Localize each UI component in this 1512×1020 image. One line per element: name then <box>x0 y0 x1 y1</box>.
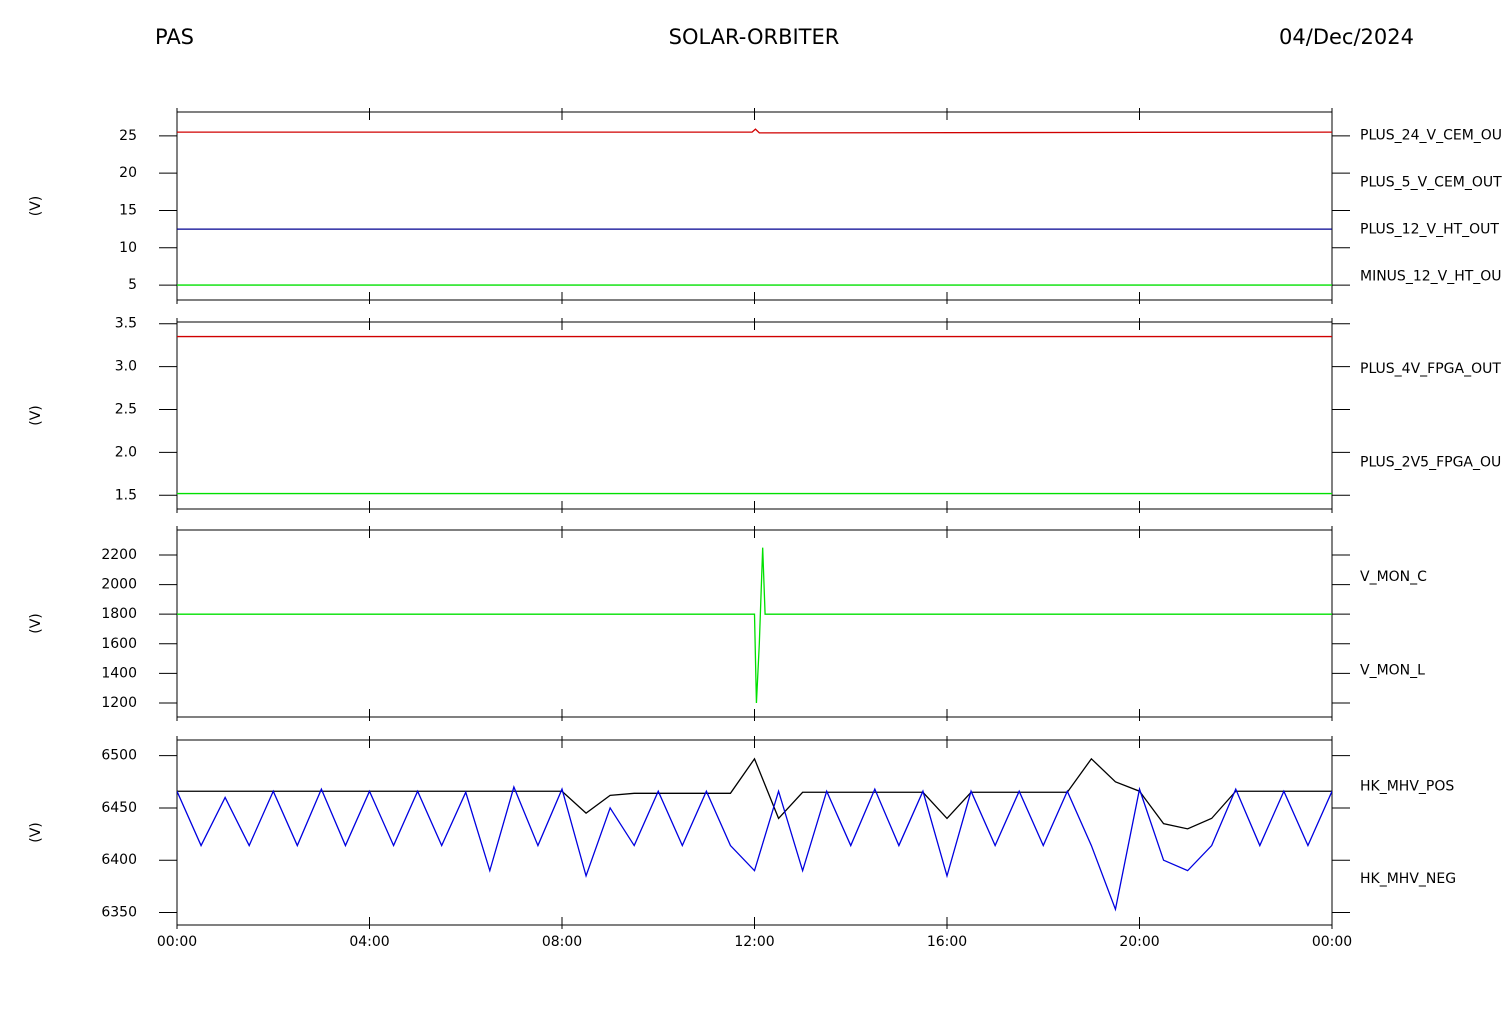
y-tick-label: 1600 <box>101 636 137 652</box>
x-tick-label: 08:00 <box>542 934 582 950</box>
y-axis-label: (V) <box>28 196 44 217</box>
legend-label: MINUS_12_V_HT_OU <box>1360 269 1502 285</box>
plot-area <box>177 547 1332 703</box>
plot-frame <box>176 111 1333 301</box>
plot-area <box>177 757 1332 912</box>
y-tick-label: 1400 <box>101 665 137 681</box>
legend-label: PLUS_5_V_CEM_OUT <box>1360 175 1502 191</box>
y-tick-label: 2.5 <box>115 401 137 417</box>
y-tick-label: 6400 <box>101 852 137 868</box>
x-tick-label: 16:00 <box>927 934 967 950</box>
legend-label: V_MON_L <box>1360 662 1425 678</box>
legend-label: PLUS_24_V_CEM_OU <box>1360 128 1502 144</box>
y-tick-label: 2200 <box>101 547 137 563</box>
y-tick-label: 6350 <box>101 904 137 920</box>
header-center: SOLAR-ORBITER <box>669 25 840 49</box>
series-line <box>177 757 1332 830</box>
header-left: PAS <box>155 25 194 49</box>
y-tick-label: 2.0 <box>115 444 137 460</box>
series-line <box>177 785 1332 912</box>
header-right: 04/Dec/2024 <box>1279 25 1414 49</box>
plot-area <box>177 128 1332 286</box>
series-line <box>177 128 1332 134</box>
y-tick-label: 1.5 <box>115 487 137 503</box>
legend-label: PLUS_4V_FPGA_OUT <box>1360 361 1501 377</box>
y-axis-label: (V) <box>28 613 44 634</box>
y-tick-label: 2000 <box>101 577 137 593</box>
plot-area <box>177 335 1332 495</box>
x-tick-label: 00:00 <box>1312 934 1352 950</box>
x-tick-label: 20:00 <box>1119 934 1159 950</box>
legend-label: V_MON_C <box>1360 569 1427 585</box>
y-tick-label: 6450 <box>101 800 137 816</box>
y-tick-label: 10 <box>119 240 137 256</box>
x-tick-label: 04:00 <box>349 934 389 950</box>
legend-label: HK_MHV_POS <box>1360 778 1454 794</box>
y-tick-label: 1800 <box>101 606 137 622</box>
y-tick-label: 6500 <box>101 748 137 764</box>
y-axis-label: (V) <box>28 822 44 843</box>
y-axis-label: (V) <box>28 405 44 426</box>
y-tick-label: 15 <box>119 202 137 218</box>
y-tick-label: 1200 <box>101 695 137 711</box>
y-tick-label: 3.0 <box>115 359 137 375</box>
x-tick-label: 12:00 <box>734 934 774 950</box>
y-tick-label: 25 <box>119 128 137 144</box>
plot-frame <box>176 739 1333 926</box>
series-line <box>177 547 1332 703</box>
plot-frame <box>176 321 1333 510</box>
legend-label: PLUS_2V5_FPGA_OU <box>1360 454 1501 470</box>
y-tick-label: 20 <box>119 165 137 181</box>
x-tick-label: 00:00 <box>157 934 197 950</box>
y-tick-label: 5 <box>128 277 137 293</box>
y-tick-label: 3.5 <box>115 316 137 332</box>
legend-label: HK_MHV_NEG <box>1360 871 1456 887</box>
legend-label: PLUS_12_V_HT_OUT <box>1360 222 1499 238</box>
